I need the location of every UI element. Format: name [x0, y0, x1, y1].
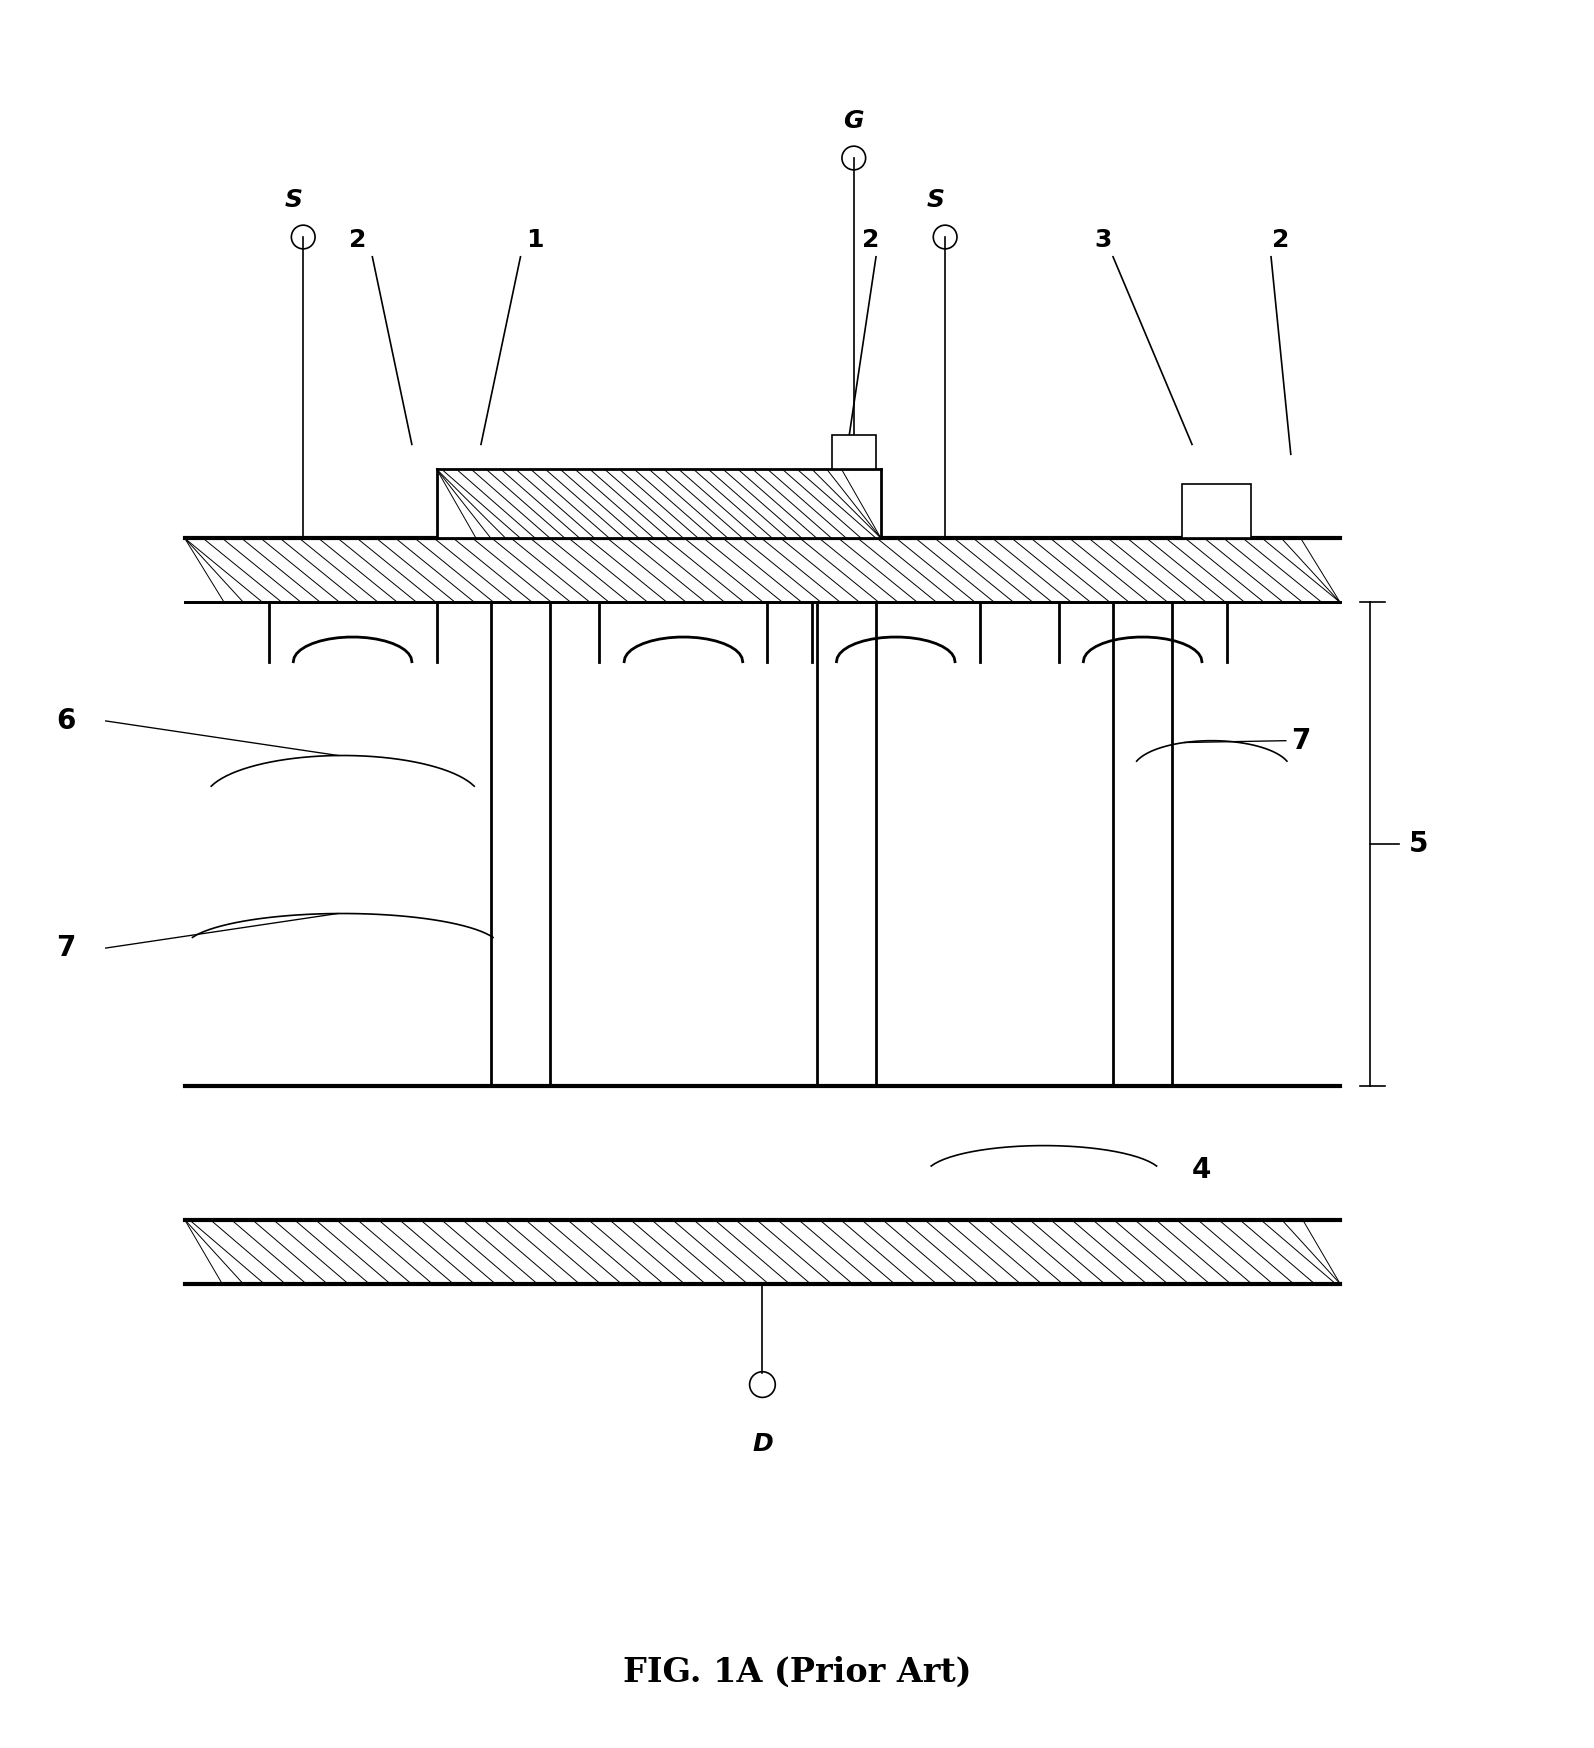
Text: 6: 6 — [56, 706, 75, 734]
Text: 2: 2 — [862, 227, 880, 252]
Text: 4: 4 — [1192, 1155, 1211, 1185]
Text: FIG. 1A (Prior Art): FIG. 1A (Prior Art) — [623, 1655, 971, 1689]
Text: 5: 5 — [1409, 830, 1428, 858]
Text: 7: 7 — [1291, 727, 1310, 755]
Text: 2: 2 — [1272, 227, 1290, 252]
Text: 7: 7 — [56, 933, 75, 961]
Text: 2: 2 — [349, 227, 367, 252]
Text: 3: 3 — [1095, 227, 1113, 252]
Bar — [832, 435, 877, 468]
Text: G: G — [843, 110, 864, 133]
Text: S: S — [926, 189, 944, 212]
Bar — [437, 468, 881, 538]
Text: D: D — [752, 1432, 773, 1456]
Text: S: S — [284, 189, 303, 212]
Text: 1: 1 — [526, 227, 544, 252]
Bar — [1183, 484, 1251, 538]
